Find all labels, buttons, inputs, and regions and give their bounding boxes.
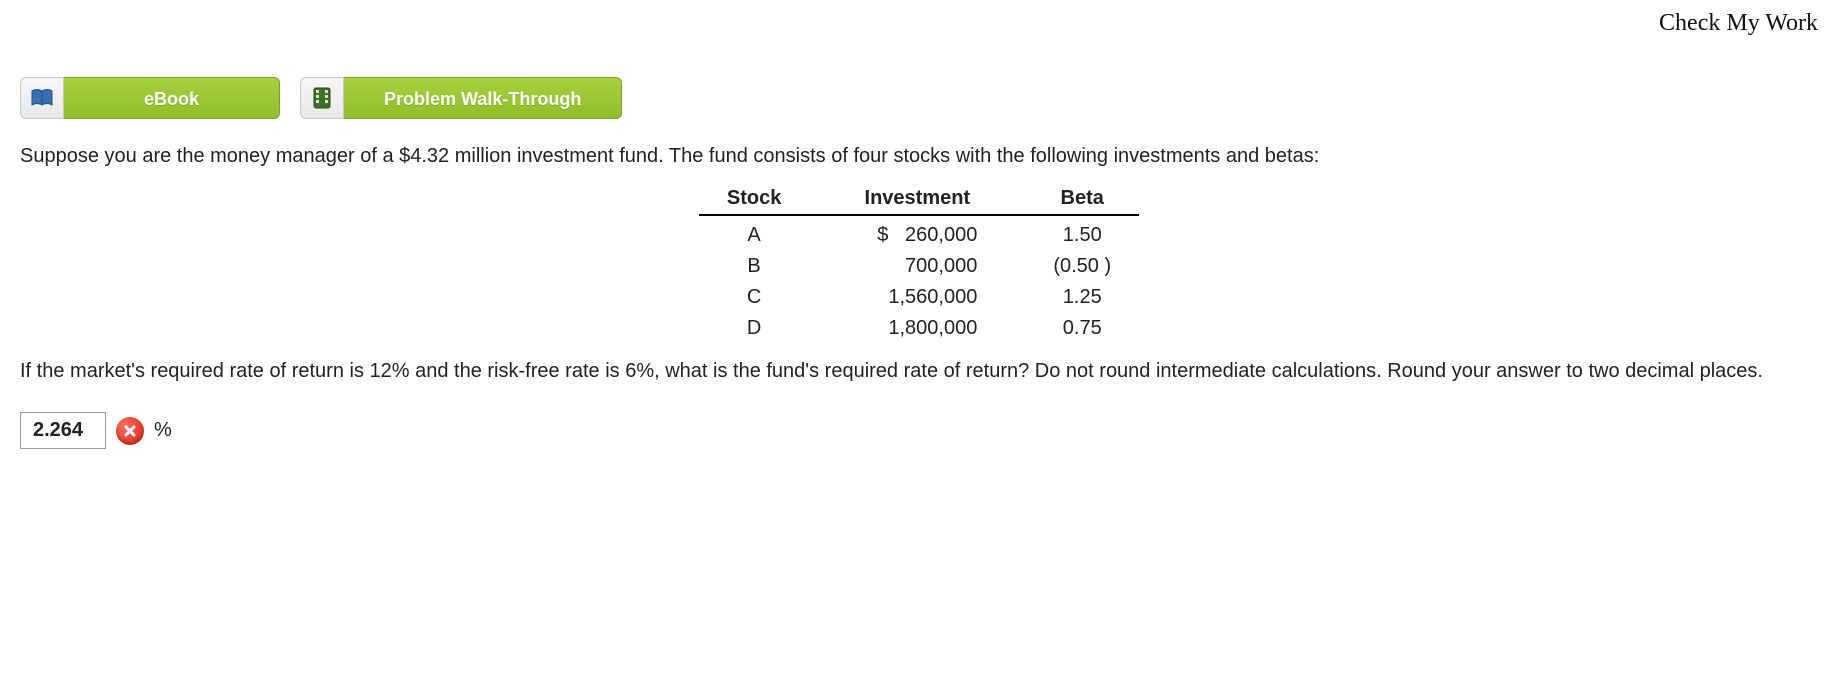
table-row: B700,000(0.50 ): [699, 251, 1139, 282]
problem-question: If the market's required rate of return …: [20, 352, 1818, 390]
cell-beta: 1.50: [1025, 215, 1139, 251]
cell-investment: $ 260,000: [809, 215, 1025, 251]
stocks-table: Stock Investment Beta A$ 260,0001.50B700…: [699, 183, 1139, 344]
ebook-label: eBook: [64, 77, 280, 119]
toolbar: eBook Problem Walk-Through: [20, 77, 1818, 119]
cell-beta: (0.50 ): [1025, 251, 1139, 282]
cell-beta: 0.75: [1025, 313, 1139, 344]
table-row: C1,560,0001.25: [699, 282, 1139, 313]
cell-stock: D: [699, 313, 809, 344]
col-stock: Stock: [699, 183, 809, 215]
col-investment: Investment: [809, 183, 1025, 215]
filmstrip-icon: [300, 77, 344, 119]
walkthrough-button[interactable]: Problem Walk-Through: [300, 77, 622, 119]
incorrect-icon: [116, 417, 144, 445]
cell-stock: C: [699, 282, 809, 313]
answer-row: 2.264 %: [20, 412, 1818, 449]
col-beta: Beta: [1025, 183, 1139, 215]
table-row: D1,800,0000.75: [699, 313, 1139, 344]
check-my-work-link[interactable]: Check My Work: [20, 10, 1818, 37]
cell-stock: B: [699, 251, 809, 282]
cell-investment: 700,000: [809, 251, 1025, 282]
answer-unit: %: [154, 419, 172, 442]
problem-intro: Suppose you are the money manager of a $…: [20, 137, 1818, 175]
cell-investment: 1,800,000: [809, 313, 1025, 344]
book-icon: [20, 77, 64, 119]
answer-input[interactable]: 2.264: [20, 412, 106, 449]
cell-investment: 1,560,000: [809, 282, 1025, 313]
walkthrough-label: Problem Walk-Through: [344, 77, 622, 119]
ebook-button[interactable]: eBook: [20, 77, 280, 119]
table-row: A$ 260,0001.50: [699, 215, 1139, 251]
cell-stock: A: [699, 215, 809, 251]
table-body: A$ 260,0001.50B700,000(0.50 )C1,560,0001…: [699, 215, 1139, 344]
cell-beta: 1.25: [1025, 282, 1139, 313]
